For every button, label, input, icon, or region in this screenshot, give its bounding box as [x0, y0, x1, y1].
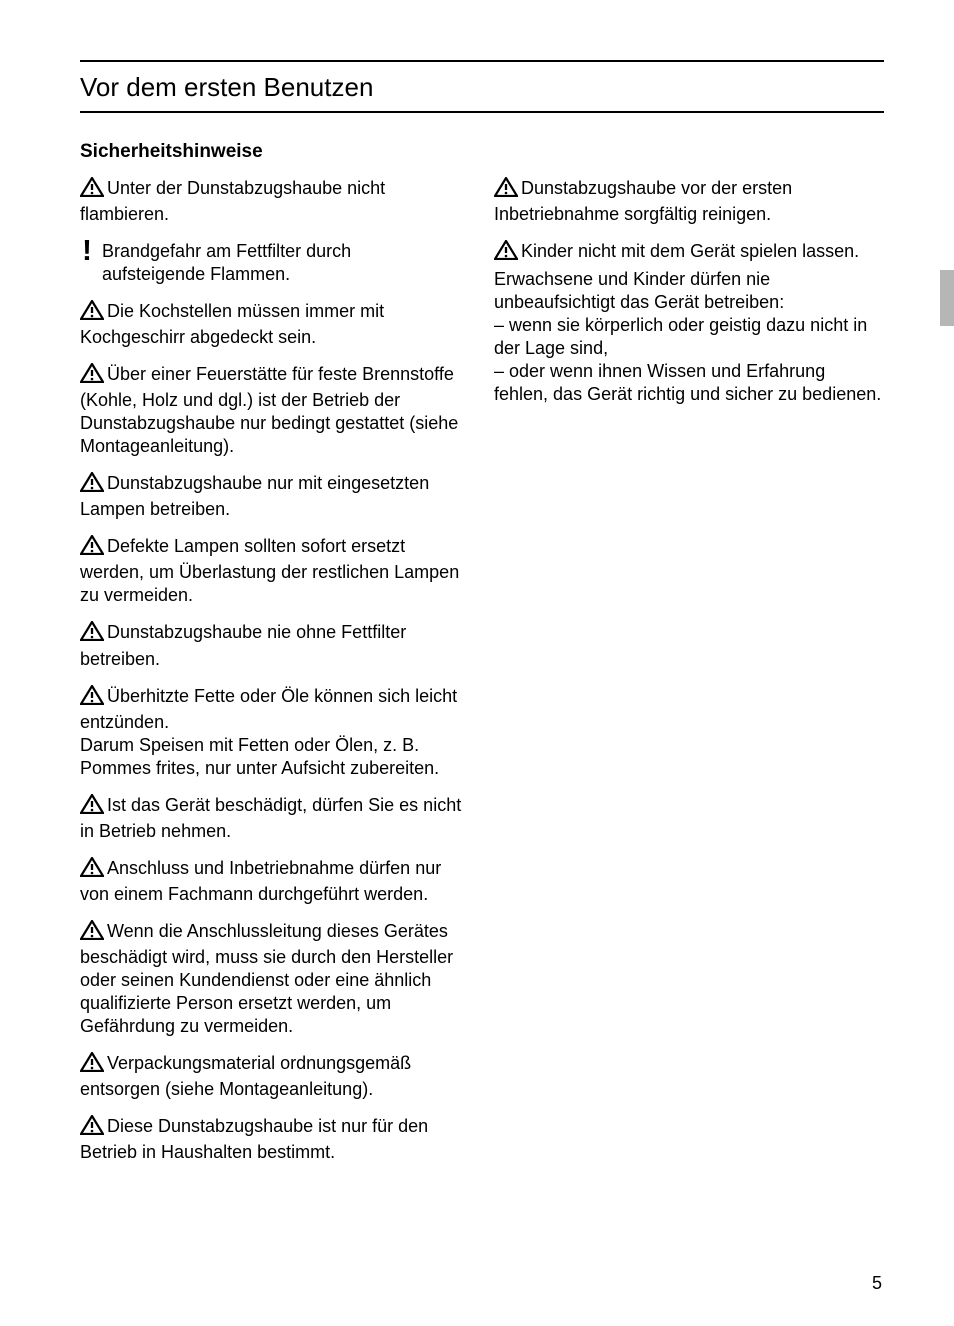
page-number: 5 [872, 1273, 882, 1294]
warning-icon [80, 472, 104, 498]
warning-para: Unter der Dunstabzugshaube nicht flambie… [80, 177, 470, 226]
para-text: – oder wenn ihnen Wissen und Erfahrung f… [494, 360, 884, 406]
content-columns: Unter der Dunstabzugshaube nicht flambie… [80, 177, 884, 1178]
warning-para: Dunstabzugshaube nie ohne Fettfilter bet… [80, 621, 470, 670]
warning-icon [80, 177, 104, 203]
warning-para: Überhitzte Fette oder Öle können sich le… [80, 685, 470, 780]
para-text: aufsteigende Flammen. [80, 263, 470, 286]
para-text: Brandgefahr am Fettfilter durch [80, 240, 470, 263]
column-left: Unter der Dunstabzugshaube nicht flambie… [80, 177, 470, 1178]
warning-icon [80, 535, 104, 561]
para-text: – wenn sie körperlich oder geistig dazu … [494, 314, 884, 360]
warning-para: Defekte Lampen sollten sofort ersetzt we… [80, 535, 470, 607]
para-text: Überhitzte Fette oder Öle können sich le… [80, 686, 457, 732]
warning-para: Die Kochstellen müssen immer mit Kochges… [80, 300, 470, 349]
warning-icon [80, 1052, 104, 1078]
para-text: Unter der Dunstabzugshaube nicht flambie… [80, 178, 385, 224]
warning-para: Über einer Feuerstätte für feste Brennst… [80, 363, 470, 458]
para-text: Defekte Lampen sollten sofort ersetzt we… [80, 536, 459, 605]
warning-icon [80, 794, 104, 820]
warning-para: Kinder nicht mit dem Gerät spielen lasse… [494, 240, 884, 266]
warning-icon [80, 685, 104, 711]
warning-icon [80, 857, 104, 883]
column-right: Dunstabzugshaube vor der ersten Inbetrie… [494, 177, 884, 1178]
document-page: Vor dem ersten Benutzen Sicherheitshinwe… [0, 0, 954, 1218]
warning-para: Anschluss und Inbetriebnahme dürfen nur … [80, 857, 470, 906]
warning-icon [80, 363, 104, 389]
para-text: Anschluss und Inbetriebnahme dürfen nur … [80, 858, 441, 904]
warning-para: Dunstabzugshaube vor der ersten Inbetrie… [494, 177, 884, 226]
warning-para: Diese Dunstabzugshaube ist nur für den B… [80, 1115, 470, 1164]
para-text: Über einer Feuerstätte für feste Brennst… [80, 364, 458, 456]
page-tab [940, 270, 954, 326]
section-subtitle: Sicherheitshinweise [80, 141, 884, 163]
rule-bottom [80, 111, 884, 113]
warning-para: Dunstabzugshaube nur mit eingesetzten La… [80, 472, 470, 521]
para-text: Erwachsene und Kinder dürfen nie unbeauf… [494, 268, 884, 314]
para-text: Wenn die Anschlussleitung dieses Gerätes… [80, 921, 453, 1036]
para-text: Dunstabzugshaube vor der ersten Inbetrie… [494, 178, 792, 224]
warning-icon [494, 240, 518, 266]
rule-top [80, 60, 884, 62]
warning-icon [80, 621, 104, 647]
page-title: Vor dem ersten Benutzen [80, 68, 884, 111]
warning-para: Verpackungsmaterial ordnungsgemäß entsor… [80, 1052, 470, 1101]
warning-icon [80, 300, 104, 326]
warning-icon [494, 177, 518, 203]
para-text: Ist das Gerät beschädigt, dürfen Sie es … [80, 795, 461, 841]
para-text: Darum Speisen mit Fetten oder Ölen, z. B… [80, 735, 439, 778]
para-text: Dunstabzugshaube nur mit eingesetzten La… [80, 473, 429, 519]
warning-para: Ist das Gerät beschädigt, dürfen Sie es … [80, 794, 470, 843]
exclaim-para: ! Brandgefahr am Fettfilter durch aufste… [80, 240, 470, 286]
para-text: Diese Dunstabzugshaube ist nur für den B… [80, 1116, 428, 1162]
para-text: Verpackungsmaterial ordnungsgemäß entsor… [80, 1053, 411, 1099]
warning-para: Wenn die Anschlussleitung dieses Gerätes… [80, 920, 470, 1038]
exclaim-icon: ! [80, 240, 94, 284]
warning-icon [80, 1115, 104, 1141]
para-text: Die Kochstellen müssen immer mit Kochges… [80, 301, 384, 347]
para-text: Kinder nicht mit dem Gerät spielen lasse… [521, 241, 859, 261]
para-text: Dunstabzugshaube nie ohne Fettfilter bet… [80, 622, 406, 668]
warning-icon [80, 920, 104, 946]
